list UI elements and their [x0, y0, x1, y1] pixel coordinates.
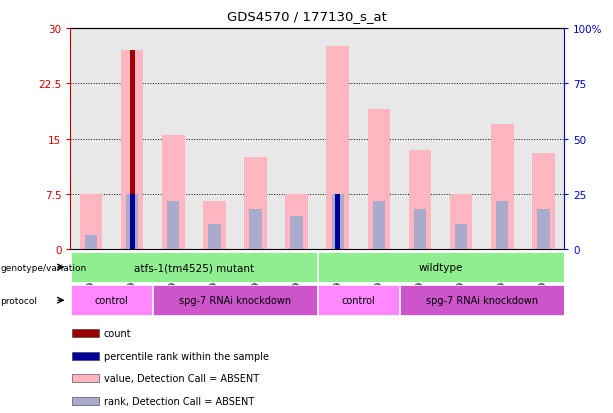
Bar: [368, 110, 390, 250]
Bar: [537, 209, 550, 250]
Text: percentile rank within the sample: percentile rank within the sample: [104, 351, 268, 361]
Bar: [450, 195, 473, 250]
Bar: [72, 397, 99, 405]
Bar: [409, 150, 432, 250]
Bar: [335, 195, 340, 250]
Bar: [167, 202, 180, 250]
Bar: [249, 209, 262, 250]
Bar: [208, 224, 221, 250]
Bar: [153, 286, 317, 316]
Text: spg-7 RNAi knockdown: spg-7 RNAi knockdown: [425, 295, 538, 306]
Text: genotype/variation: genotype/variation: [1, 263, 87, 272]
Bar: [80, 195, 102, 250]
Bar: [72, 374, 99, 382]
Bar: [162, 136, 185, 250]
Bar: [71, 286, 152, 316]
Text: value, Detection Call = ABSENT: value, Detection Call = ABSENT: [104, 373, 259, 383]
Bar: [400, 286, 563, 316]
Bar: [532, 154, 555, 250]
Bar: [71, 252, 317, 282]
Bar: [85, 235, 97, 250]
Text: wildtype: wildtype: [419, 262, 463, 273]
Bar: [126, 195, 139, 250]
Bar: [130, 195, 135, 250]
Bar: [491, 125, 514, 250]
Bar: [203, 202, 226, 250]
Bar: [318, 252, 563, 282]
Text: rank, Detection Call = ABSENT: rank, Detection Call = ABSENT: [104, 396, 254, 406]
Bar: [130, 51, 135, 250]
Bar: [121, 51, 143, 250]
Bar: [414, 209, 426, 250]
Bar: [373, 202, 385, 250]
Text: control: control: [95, 295, 129, 306]
Bar: [286, 195, 308, 250]
Text: control: control: [341, 295, 375, 306]
Bar: [72, 329, 99, 337]
Bar: [72, 352, 99, 360]
Text: count: count: [104, 328, 131, 338]
Text: protocol: protocol: [1, 296, 37, 305]
Bar: [496, 202, 508, 250]
Bar: [318, 286, 399, 316]
Text: spg-7 RNAi knockdown: spg-7 RNAi knockdown: [179, 295, 291, 306]
Bar: [455, 224, 467, 250]
Bar: [327, 47, 349, 250]
Bar: [244, 158, 267, 250]
Text: GDS4570 / 177130_s_at: GDS4570 / 177130_s_at: [227, 10, 386, 23]
Bar: [291, 217, 303, 250]
Bar: [332, 195, 344, 250]
Text: atfs-1(tm4525) mutant: atfs-1(tm4525) mutant: [134, 262, 254, 273]
